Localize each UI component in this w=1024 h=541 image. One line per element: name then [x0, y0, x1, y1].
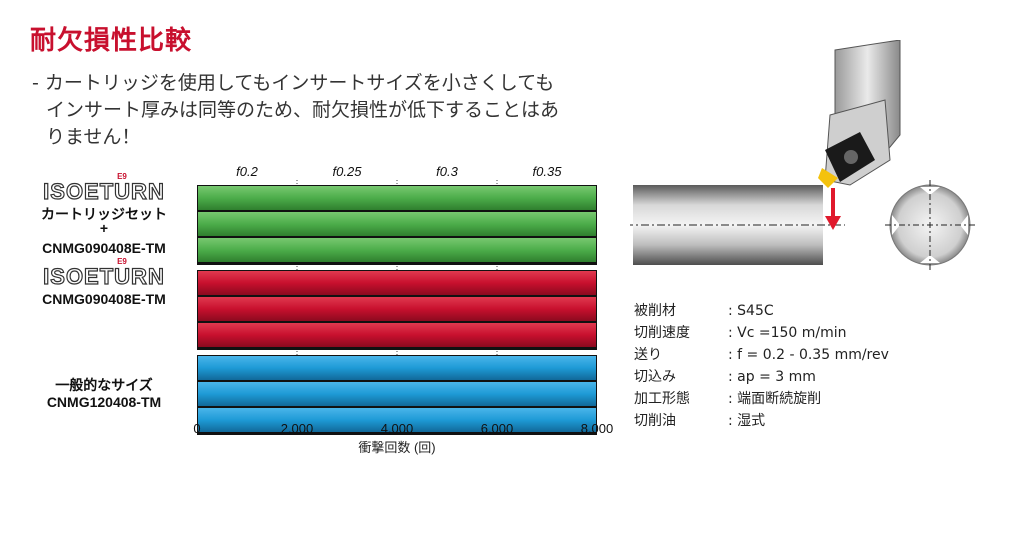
- brand-logo: ISOETURN: [43, 179, 165, 204]
- brand-logo-superscript: E9: [117, 257, 127, 266]
- bar: [198, 297, 596, 321]
- page-title: 耐欠損性比較: [30, 26, 193, 56]
- x-tick-label: 4,000: [381, 421, 414, 436]
- description: - カートリッジを使用してもインサートサイズを小さくしても インサート厚みは同等…: [32, 70, 622, 151]
- bar: [198, 408, 596, 432]
- x-tick-label: 0: [193, 421, 200, 436]
- group-label-line: 一般的なサイズ: [55, 377, 153, 393]
- x-tick-label: 6,000: [481, 421, 514, 436]
- feed-direction-arrow-icon: [825, 188, 841, 230]
- condition-value: : f = 0.2 - 0.35 mm/rev: [728, 347, 889, 363]
- x-tick-label: 2,000: [281, 421, 314, 436]
- x-tick-label: 8,000: [581, 421, 614, 436]
- bar: [198, 271, 596, 295]
- condition-value: : 端面断続旋削: [728, 391, 822, 407]
- bar: [198, 356, 596, 380]
- condition-label: 被削材: [634, 303, 676, 319]
- bar: [198, 238, 596, 262]
- feed-label: f0.35: [533, 164, 563, 179]
- condition-label: 送り: [634, 347, 662, 363]
- turning-illustration: [630, 40, 975, 270]
- bar: [198, 382, 596, 406]
- description-line-2: インサート厚みは同等のため、耐欠損性が低下することはあ: [46, 99, 560, 121]
- x-axis-label: 衝撃回数 (回): [358, 440, 435, 455]
- group-label-line: CNMG090408E-TM: [42, 240, 166, 256]
- brand-logo-superscript: E9: [117, 172, 127, 181]
- condition-value: : 湿式: [728, 413, 766, 429]
- insert-icon: [818, 132, 875, 188]
- brand-logo: ISOETURN: [43, 264, 165, 289]
- feed-label: f0.2: [236, 164, 258, 179]
- condition-label: 切削油: [634, 413, 676, 429]
- bar: [198, 186, 596, 210]
- condition-row: 送り : f = 0.2 - 0.35 mm/rev: [634, 344, 889, 366]
- condition-row: 切削油 : 湿式: [634, 410, 889, 432]
- condition-value: : Vc =150 m/min: [728, 325, 847, 341]
- feed-label: f0.25: [333, 164, 363, 179]
- description-line-3: りません！: [46, 126, 141, 148]
- workpiece-bar: [630, 185, 845, 265]
- condition-row: 加工形態 : 端面断続旋削: [634, 388, 889, 410]
- group-label-line: +: [100, 220, 108, 236]
- group-label-line: CNMG090408E-TM: [42, 291, 166, 307]
- description-line-1: - カートリッジを使用してもインサートサイズを小さくしても: [32, 72, 555, 94]
- bar: [198, 212, 596, 236]
- condition-label: 加工形態: [634, 391, 690, 407]
- condition-label: 切込み: [634, 369, 676, 385]
- group-label-line: カートリッジセット: [41, 206, 167, 222]
- condition-row: 被削材 : S45C: [634, 300, 889, 322]
- condition-value: : S45C: [728, 303, 774, 319]
- impact-count-bar-chart: f0.2 f0.25 f0.3 f0.35 ISOETURNE9カートリッジセット+C…: [41, 164, 614, 455]
- condition-value: : ap = 3 mm: [728, 369, 816, 385]
- condition-row: 切削速度 : Vc =150 m/min: [634, 322, 889, 344]
- workpiece-cross-section-icon: [885, 180, 975, 270]
- group-label-line: CNMG120408-TM: [47, 394, 161, 410]
- cutting-conditions: 被削材 : S45C 切削速度 : Vc =150 m/min 送り : f =…: [634, 300, 889, 432]
- feed-label: f0.3: [436, 164, 458, 179]
- bar: [198, 323, 596, 347]
- condition-row: 切込み : ap = 3 mm: [634, 366, 889, 388]
- condition-label: 切削速度: [634, 325, 690, 341]
